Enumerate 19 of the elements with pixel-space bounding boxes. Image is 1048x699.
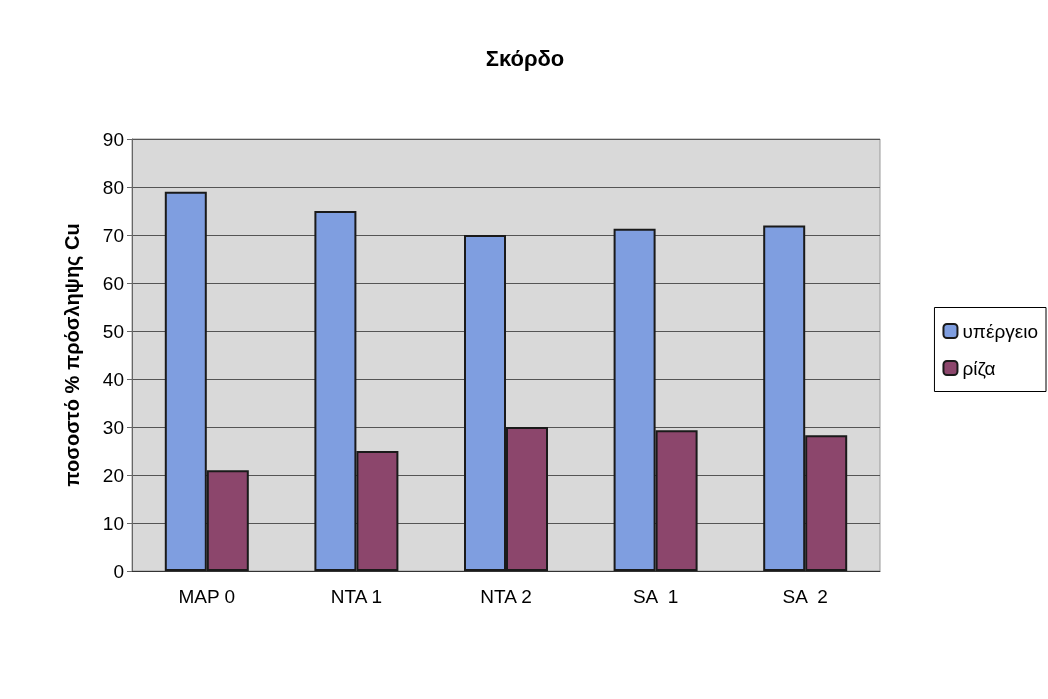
y-tick-label: 50 [102, 320, 124, 342]
y-tick-label: 70 [102, 224, 124, 246]
x-tick-label: SA 2 [782, 586, 828, 607]
legend-label: υπέργειο [962, 320, 1039, 342]
y-tick-label: 30 [102, 416, 124, 438]
x-tick-label: NTA 2 [480, 586, 532, 607]
x-tick-label: MAP 0 [178, 586, 236, 607]
y-tick-label: 80 [102, 176, 124, 198]
y-tick-label: 0 [113, 560, 124, 582]
y-tick-label: 90 [102, 128, 124, 150]
legend-label: ρίζα [962, 357, 996, 379]
x-tick-label: NTA 1 [330, 586, 383, 607]
y-tick-label: 10 [102, 512, 124, 534]
y-tick-label: 40 [102, 368, 124, 390]
y-tick-label: 20 [102, 464, 124, 486]
x-tick-label: SA 1 [632, 586, 679, 607]
y-tick-label: 60 [102, 272, 124, 294]
chart-title: Σκόρδο [485, 45, 565, 71]
y-axis-title: ποσοστό % πρόσληψης Cu [61, 223, 83, 487]
